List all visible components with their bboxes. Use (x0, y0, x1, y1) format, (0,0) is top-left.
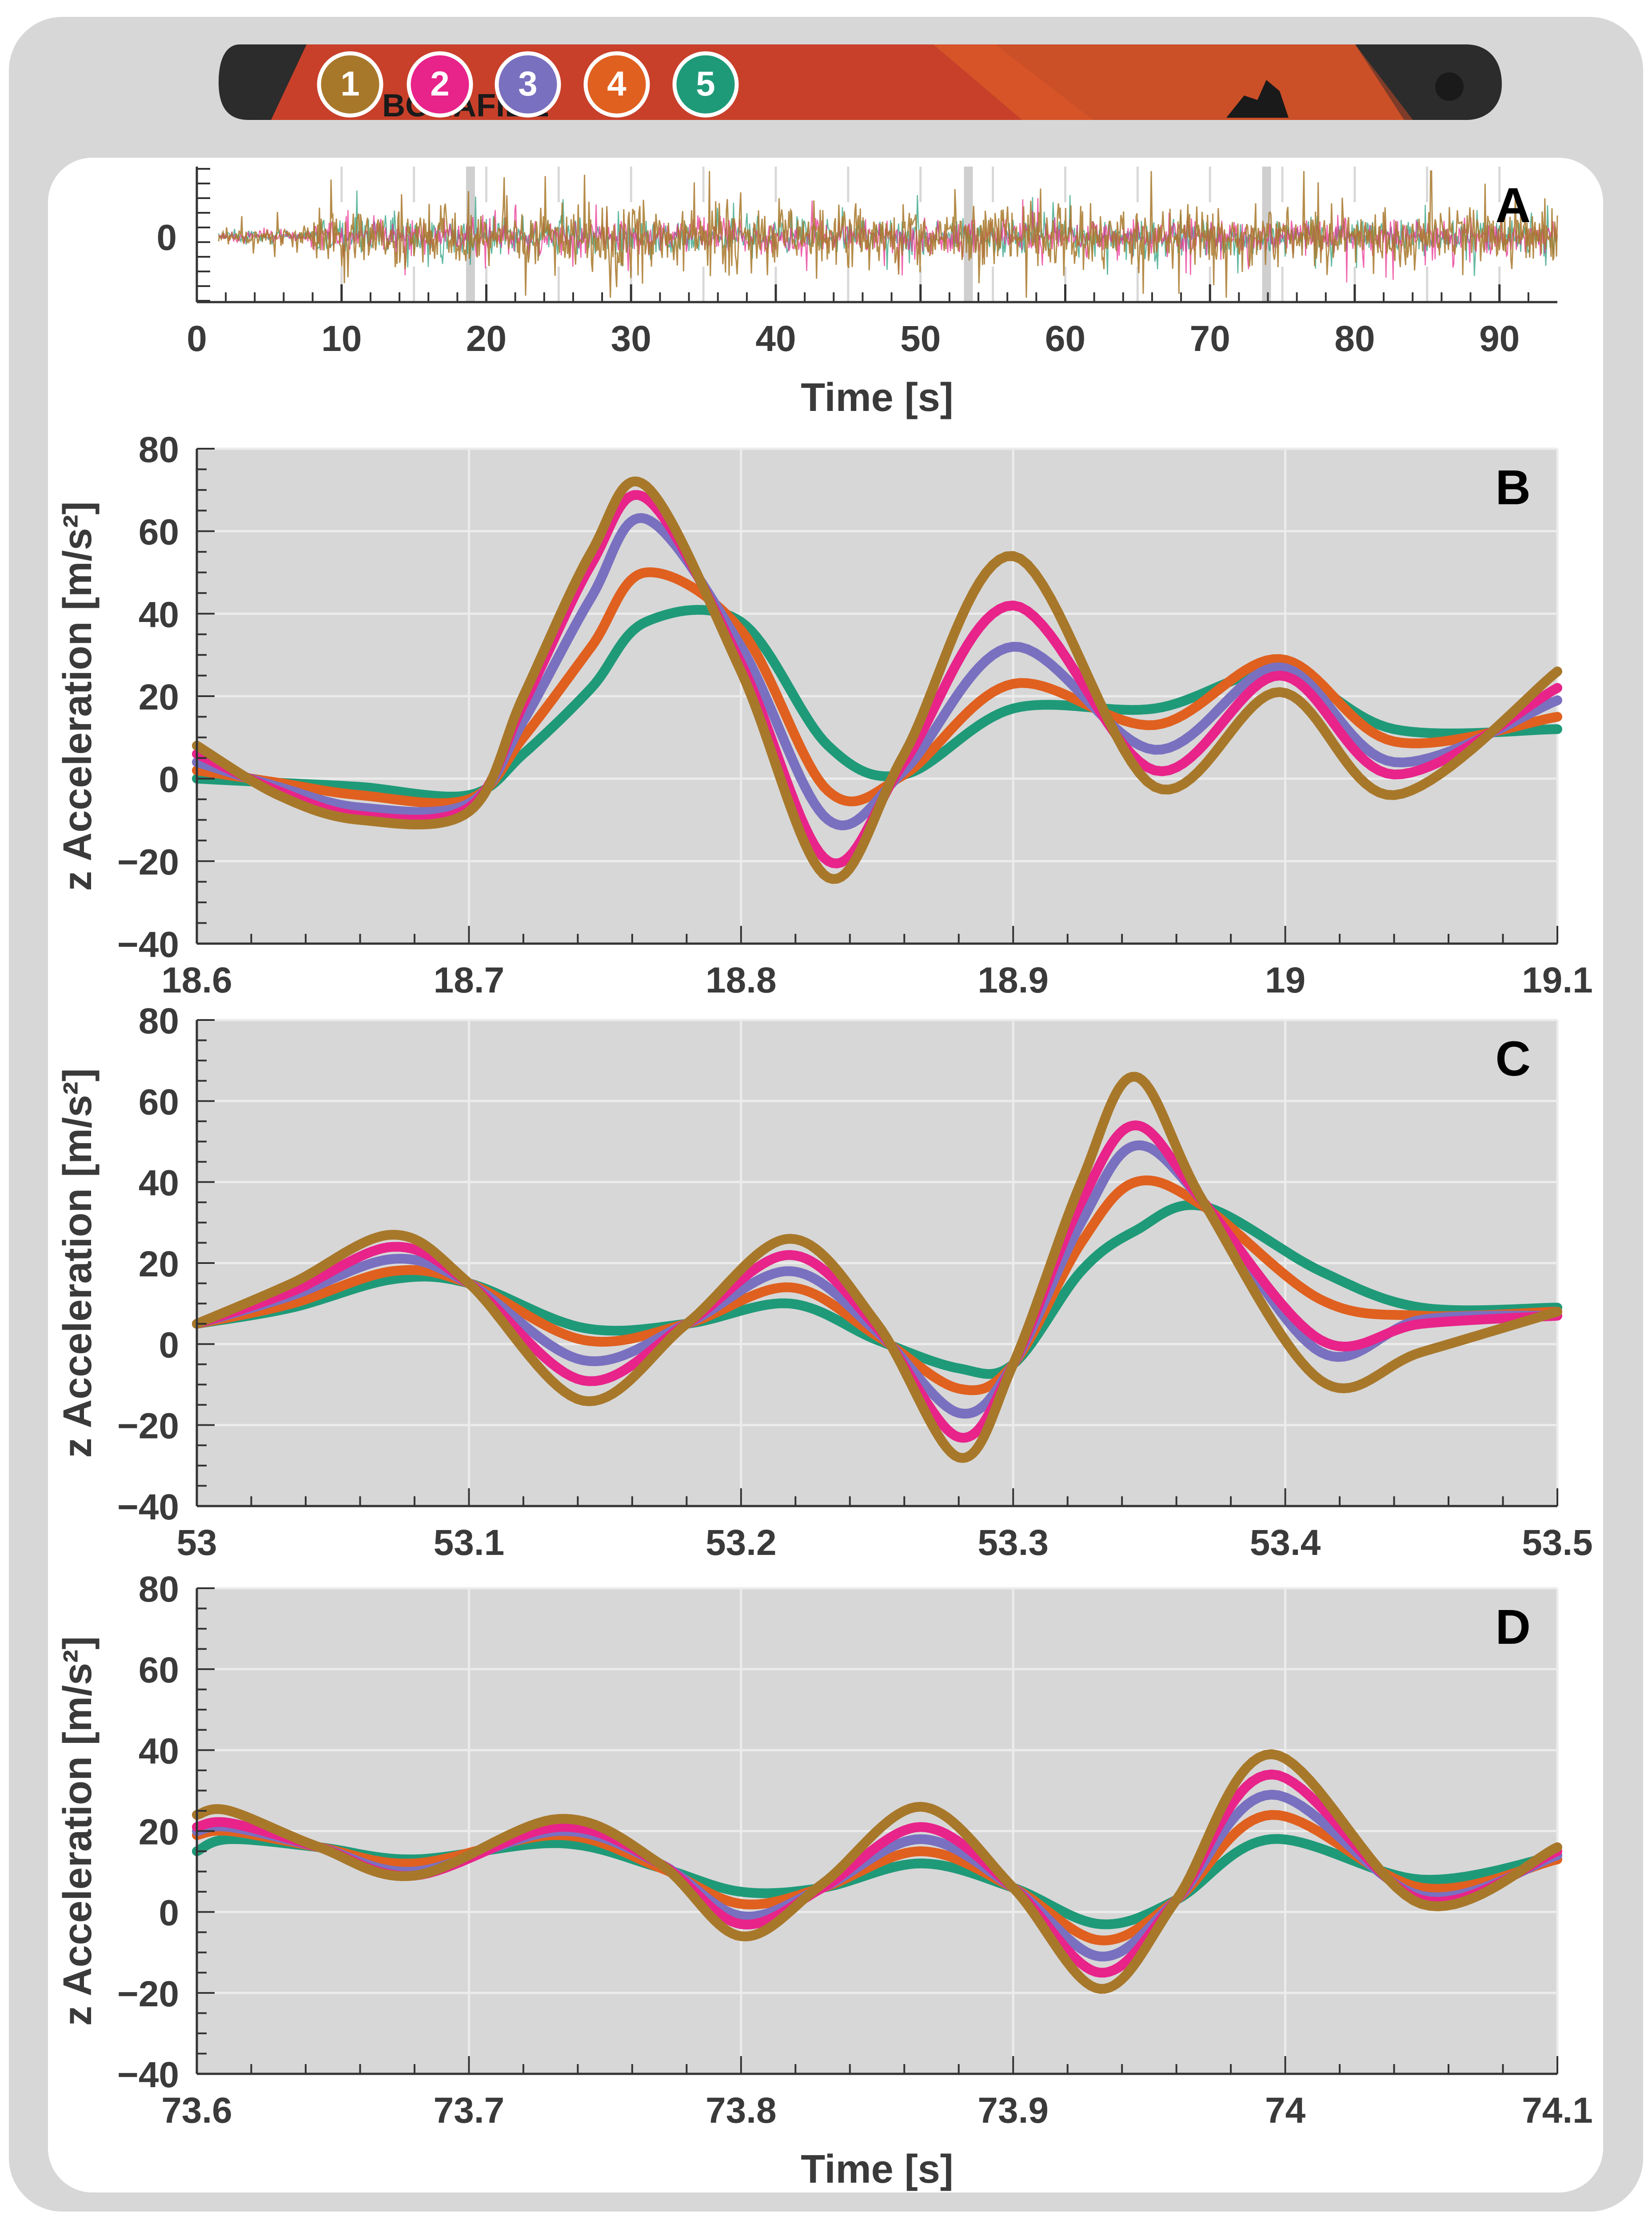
y-tick-label: −40 (117, 2055, 179, 2095)
y-tick-label: 40 (139, 1163, 179, 1204)
x-tick-label: 30 (611, 319, 651, 359)
y-tick-label: −20 (117, 842, 179, 882)
x-tick-label: 53.2 (706, 1523, 777, 1563)
y-tick-label: 20 (139, 677, 179, 717)
y-tick-label: −20 (117, 1974, 179, 2014)
y-tick-label: 80 (139, 1001, 179, 1041)
y-tick-label: 0 (156, 218, 177, 258)
x-tick-label: 60 (1045, 319, 1085, 359)
x-tick-label: 0 (187, 319, 207, 359)
x-tick-label: 10 (321, 319, 362, 359)
series-line-sensor-1 (192, 1072, 1562, 1463)
y-tick-label: 40 (139, 1731, 179, 1771)
sensor-badge-circle (495, 51, 561, 118)
x-tick-label: 73.6 (161, 2090, 232, 2131)
x-tick-label: 90 (1479, 319, 1520, 359)
y-tick-label: 80 (139, 430, 179, 470)
panel-D: −40 −20 0 20 40 60 80 73.6 73.7 73.8 73.9 74 74.1 z A… (56, 1569, 1593, 2192)
ski-logo-icon (1435, 72, 1464, 101)
x-tick-label: 53.4 (1250, 1523, 1321, 1563)
ski-figure-icon (1226, 80, 1289, 118)
x-tick-label: 53.3 (978, 1523, 1049, 1563)
y-tick-label: −40 (117, 1487, 179, 1527)
panel-A: 0 10 20 30 40 50 60 70 80 90 0 Time [s] A (156, 167, 1558, 420)
sensor-badge-circle (672, 51, 739, 118)
overview-signal-sensor-1 (218, 170, 1558, 298)
sensor-badge-2: 2 (407, 51, 473, 118)
series-line-sensor-5 (192, 1200, 1562, 1379)
sensor-badge-5: 5 (672, 51, 739, 118)
sensor-badge-label: 5 (696, 64, 715, 103)
y-axis-title: z Acceleration [m/s²] (56, 502, 100, 891)
sensor-badge-1: 1 (317, 51, 383, 118)
x-tick-label: 70 (1190, 319, 1230, 359)
y-tick-label: 20 (139, 1244, 179, 1284)
series-line-sensor-4 (192, 567, 1562, 808)
y-tick-label: 40 (139, 594, 179, 635)
panel-letter: B (1496, 460, 1531, 515)
sensor-badge-label: 2 (430, 64, 449, 103)
y-tick-label: 80 (139, 1569, 179, 1610)
series-line-sensor-1 (192, 1749, 1562, 1994)
x-tick-label: 73.7 (434, 2090, 505, 2131)
y-tick-label: 60 (139, 1650, 179, 1690)
x-tick-label: 50 (900, 319, 941, 359)
x-tick-label: 73.9 (978, 2090, 1049, 2131)
x-tick-label: 80 (1334, 319, 1375, 359)
x-tick-label: 18.8 (706, 960, 777, 1000)
y-axis-title: z Acceleration [m/s²] (56, 1068, 100, 1458)
sensor-badge-3: 3 (495, 51, 561, 118)
x-tick-label: 73.8 (706, 2090, 777, 2131)
y-tick-label: 0 (159, 760, 179, 800)
ski-graphic-dark-stripe (995, 44, 1413, 120)
x-axis-title: Time [s] (801, 2147, 953, 2192)
sensor-badge-label: 4 (607, 64, 626, 103)
sensor-badge-label: 1 (340, 64, 359, 103)
series-line-sensor-3 (192, 513, 1562, 830)
y-tick-label: 0 (159, 1325, 179, 1365)
y-axis-title: z Acceleration [m/s²] (56, 1636, 100, 2026)
x-tick-label: 53.1 (434, 1523, 505, 1563)
x-tick-label: 18.7 (434, 960, 505, 1000)
x-tick-label: 74 (1265, 2090, 1306, 2131)
sensor-badge-label: 3 (518, 64, 537, 103)
panel-B: −40 −20 0 20 40 60 80 18.6 18.7 18.8 18.9 19 19.1 z A… (56, 430, 1593, 1000)
panel-C: −40 −20 0 20 40 60 80 53 53.1 53.2 53.3 53.4 53.5 z A… (56, 1001, 1593, 1563)
panel-letter: A (1496, 178, 1531, 233)
sensor-badge-circle (583, 51, 650, 118)
panel-letter: D (1496, 1600, 1531, 1654)
sensor-badge-4: 4 (583, 51, 650, 118)
y-tick-label: −20 (117, 1406, 179, 1447)
x-tick-label: 40 (755, 319, 796, 359)
sensor-badge-circle (407, 51, 473, 118)
x-tick-label: 18.6 (161, 960, 232, 1000)
x-axis-title: Time [s] (801, 375, 953, 420)
x-tick-label: 20 (466, 319, 507, 359)
y-tick-label: 60 (139, 512, 179, 553)
x-tick-label: 19 (1265, 960, 1305, 1000)
series-line-sensor-1 (192, 476, 1562, 884)
y-tick-label: 0 (159, 1893, 179, 1933)
x-tick-label: 18.9 (978, 960, 1049, 1000)
x-tick-label: 74.1 (1522, 2090, 1593, 2131)
y-tick-label: −40 (117, 925, 179, 965)
panel-letter: C (1496, 1032, 1531, 1086)
sensor-badge-circle (317, 51, 383, 118)
x-tick-label: 53.5 (1522, 1523, 1593, 1563)
x-tick-label: 53 (176, 1523, 217, 1563)
y-tick-label: 60 (139, 1082, 179, 1122)
y-tick-label: 20 (139, 1812, 179, 1853)
series-line-sensor-4 (192, 1175, 1562, 1395)
x-tick-label: 19.1 (1522, 960, 1593, 1000)
